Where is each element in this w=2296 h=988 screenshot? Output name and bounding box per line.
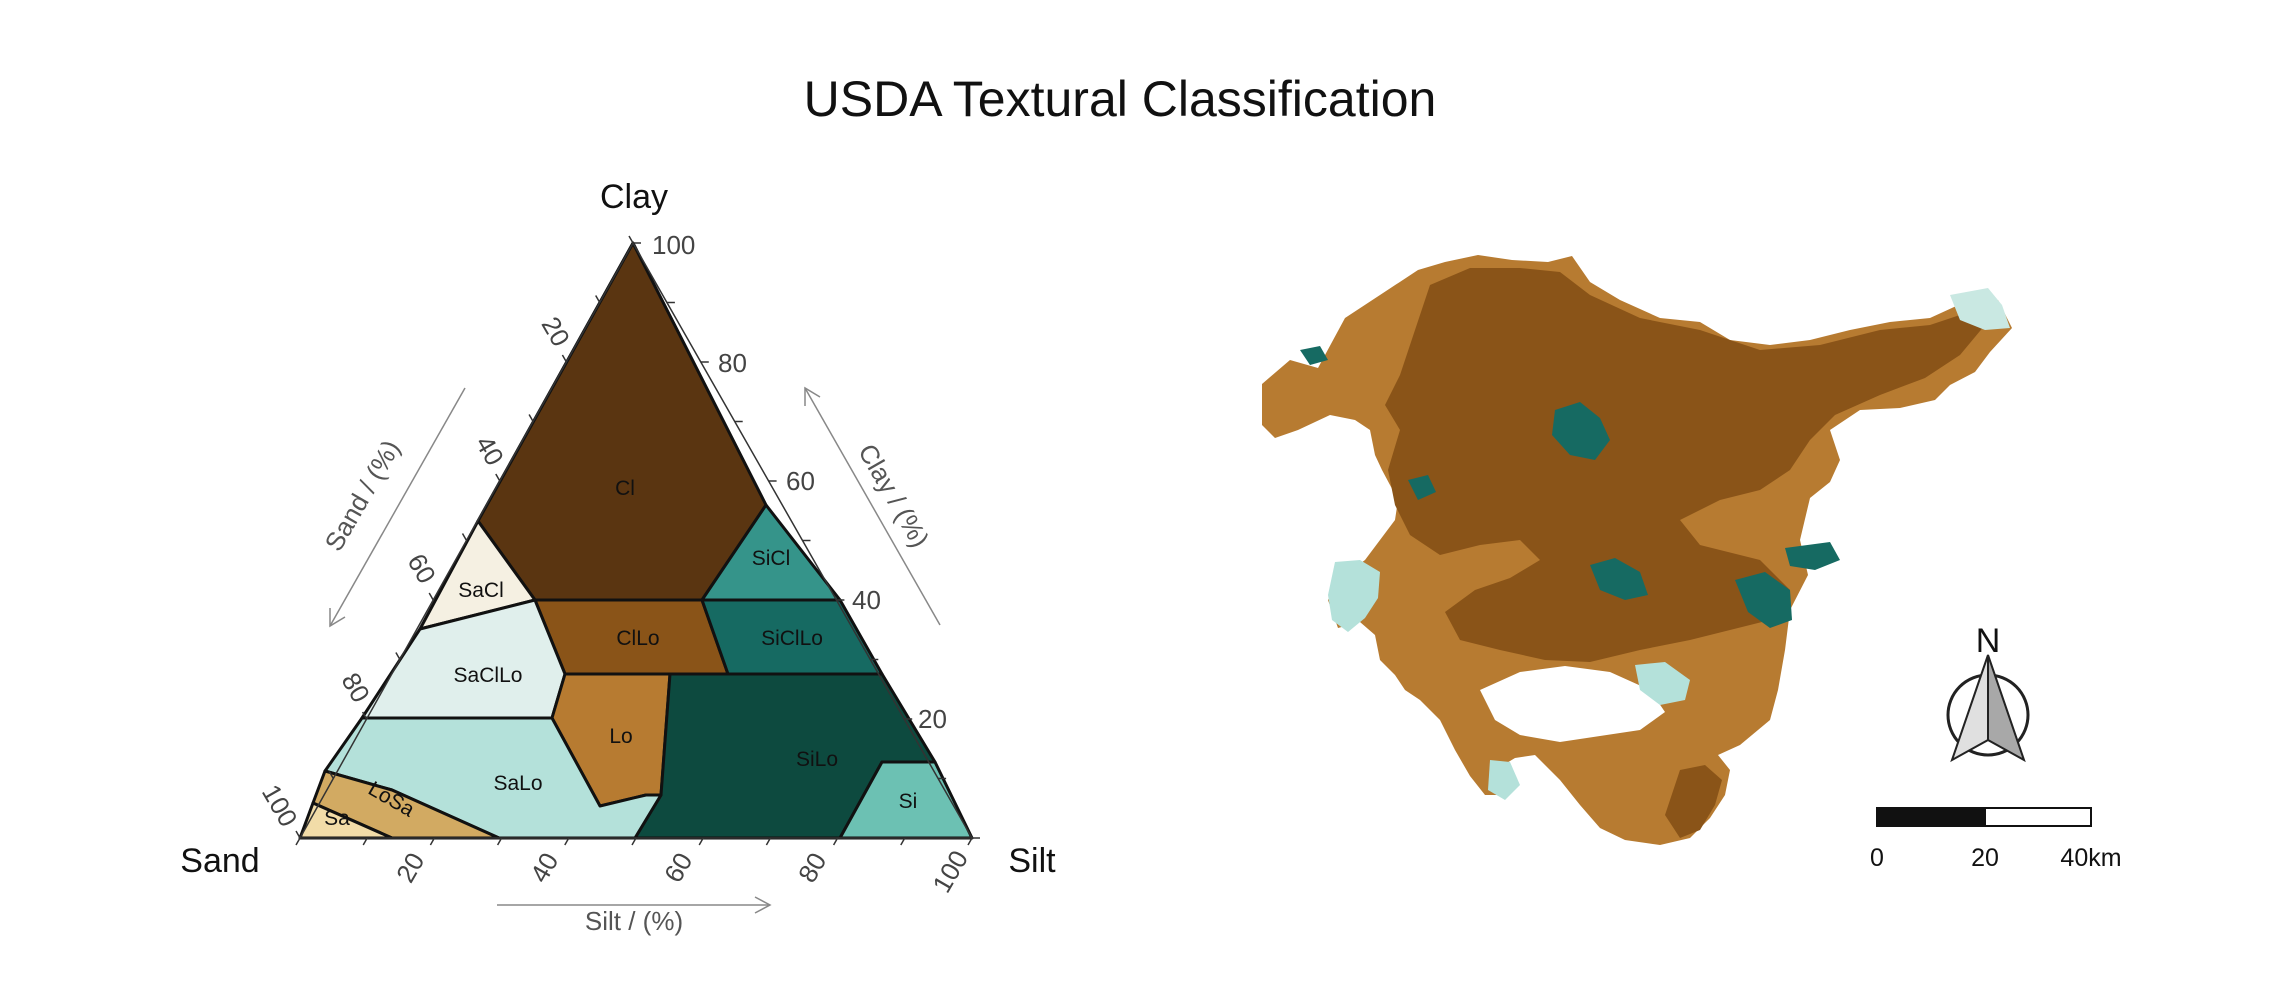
silt-tick-40: 40 xyxy=(524,847,564,887)
class-label-silo: SiLo xyxy=(796,748,838,771)
map-region-pale-sw xyxy=(1488,760,1520,800)
silt-tick-mark xyxy=(564,837,570,846)
class-region-cl xyxy=(476,241,768,602)
sand-tick-mark xyxy=(328,771,334,779)
page-title: USDA Textural Classification xyxy=(803,71,1437,127)
silt-tick-mark xyxy=(429,837,436,846)
tick-marks xyxy=(295,235,980,846)
ternary-diagram: Cl SiCl SaCl ClLo SiClLo SaClLo Lo SiLo … xyxy=(180,178,1056,936)
class-label-cllo: ClLo xyxy=(616,627,659,650)
map-region-dark-south xyxy=(1665,765,1722,838)
silt-tick-mark xyxy=(295,837,301,846)
sand-tick-mark xyxy=(495,473,501,482)
clay-tick-60: 60 xyxy=(786,466,815,496)
clay-tick-80: 80 xyxy=(718,348,747,378)
class-label-sacl: SaCl xyxy=(458,579,504,602)
class-label-salo: SaLo xyxy=(493,772,542,795)
silt-tick-mark xyxy=(496,837,503,846)
map-region-pale-west xyxy=(1328,560,1380,632)
map-region-teal-east2 xyxy=(1785,542,1840,570)
silt-tick-mark xyxy=(900,837,906,846)
map-region-pale-ne xyxy=(1950,288,2010,330)
silt-tick-mark xyxy=(698,837,704,846)
clay-axis-arrow xyxy=(804,386,941,626)
clay-tick-100: 100 xyxy=(652,230,695,260)
sand-tick-mark xyxy=(295,830,301,839)
scale-bar xyxy=(1876,807,2092,827)
soil-texture-map: N 0 20 40km xyxy=(1262,255,2122,872)
sand-axis-arrow xyxy=(329,387,466,628)
sand-tick-20: 20 xyxy=(536,311,576,351)
silt-tick-60: 60 xyxy=(658,847,698,887)
map-hole xyxy=(1480,666,1665,742)
sand-tick-mark xyxy=(361,711,368,720)
clay-tick-20: 20 xyxy=(918,704,947,734)
sand-tick-60: 60 xyxy=(402,548,442,588)
silt-tick-mark xyxy=(832,837,839,846)
sand-tick-mark xyxy=(461,533,468,541)
sand-tick-mark xyxy=(561,354,568,363)
clay-tick-40: 40 xyxy=(852,585,881,615)
sand-axis-title: Sand / (%) xyxy=(319,435,406,556)
sand-tick-mark xyxy=(595,295,601,303)
class-label-sa: Sa xyxy=(324,807,350,830)
silt-tick-mark xyxy=(765,837,772,846)
scale-label-40km: 40km xyxy=(2060,844,2121,872)
class-polygons xyxy=(298,241,974,840)
scale-label-0: 0 xyxy=(1870,844,1884,872)
silt-tick-100: 100 xyxy=(926,845,974,898)
silt-tick-mark xyxy=(631,837,637,846)
sand-tick-100: 100 xyxy=(256,779,304,832)
clay-axis-title: Clay / (%) xyxy=(852,439,935,553)
map-region-dark xyxy=(1385,268,1985,662)
sand-tick-80: 80 xyxy=(336,667,376,707)
class-label-sacllo: SaClLo xyxy=(454,664,523,687)
class-label-si: Si xyxy=(899,790,918,813)
map-region-teal-south xyxy=(1590,558,1648,600)
silt-tick-mark xyxy=(967,837,973,846)
corner-label-clay: Clay xyxy=(600,178,668,216)
silt-tick-20: 20 xyxy=(390,847,430,887)
map-region-teal-center xyxy=(1552,402,1610,460)
corner-label-silt: Silt xyxy=(1008,842,1056,880)
sand-tick-mark xyxy=(395,652,401,660)
sand-tick-40: 40 xyxy=(470,430,510,470)
map-region-teal-east xyxy=(1735,572,1792,628)
class-region-sacllo xyxy=(360,598,567,720)
class-label-sicllo: SiClLo xyxy=(761,627,823,650)
silt-axis-title: Silt / (%) xyxy=(585,906,683,936)
class-label-cl: Cl xyxy=(615,477,635,500)
north-arrow xyxy=(1946,654,2030,763)
map-region-teal-w xyxy=(1408,475,1436,500)
sand-tick-mark xyxy=(628,235,634,244)
map-region-pale-south xyxy=(1635,662,1690,705)
corner-label-sand: Sand xyxy=(180,842,259,880)
scale-label-20: 20 xyxy=(1971,844,1999,872)
sand-tick-mark xyxy=(428,592,434,601)
north-label: N xyxy=(1976,622,2001,660)
silt-tick-mark xyxy=(362,837,368,846)
map-region-teal-nw xyxy=(1300,346,1328,365)
sand-tick-mark xyxy=(528,414,534,422)
class-label-lo: Lo xyxy=(609,725,632,748)
silt-tick-80: 80 xyxy=(792,847,832,887)
class-label-sicl: SiCl xyxy=(752,547,791,570)
silt-axis-arrow xyxy=(497,896,772,914)
